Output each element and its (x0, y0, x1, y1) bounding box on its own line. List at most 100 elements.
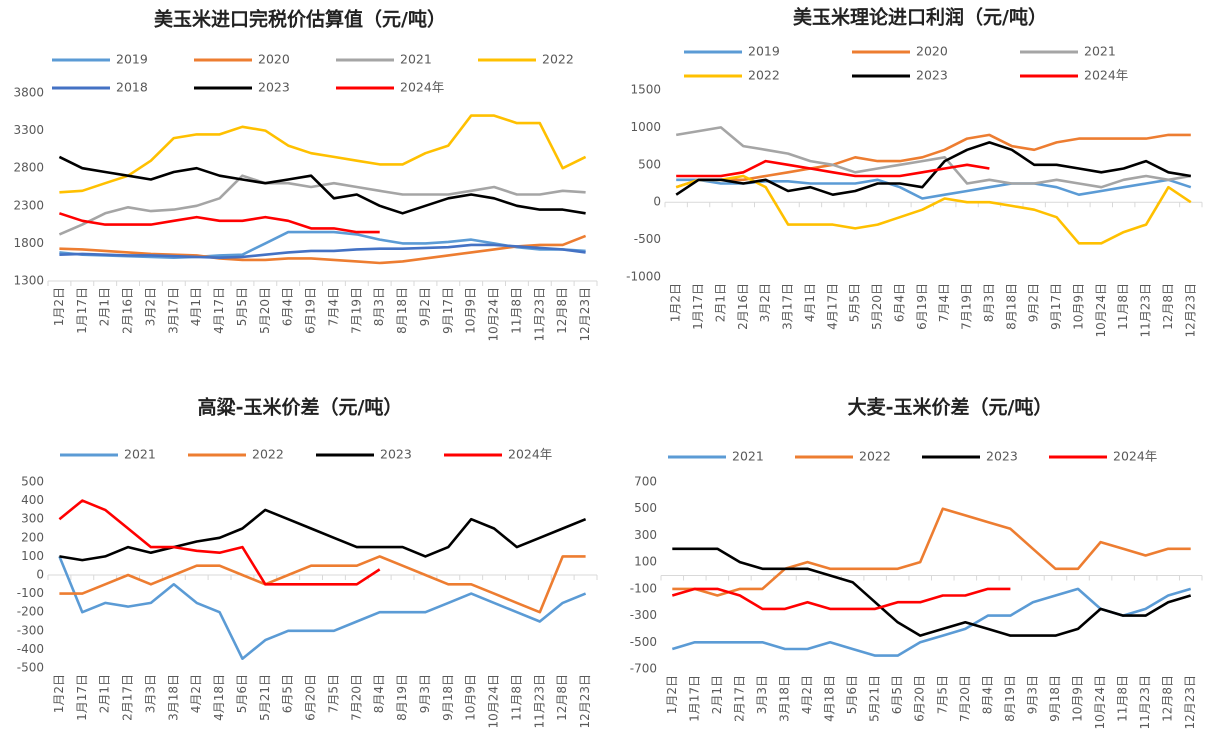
chart-title: 高粱-玉米价差（元/吨） (198, 396, 403, 419)
x-tick-label: 12月8日 (555, 674, 569, 721)
series-line (59, 114, 587, 194)
y-tick-label: 0 (36, 568, 44, 582)
x-tick-label: 10月9日 (1071, 675, 1085, 722)
x-tick-label: 7月4日 (937, 283, 951, 322)
series-line (58, 212, 380, 234)
x-tick-label: 9月17日 (441, 287, 455, 334)
x-tick-label: 3月17日 (166, 287, 180, 334)
series-line (675, 126, 1192, 189)
x-tick-label: 3月18日 (777, 675, 791, 722)
legend-label: 2023 (916, 68, 948, 83)
x-tick-label: 1月17日 (75, 674, 89, 721)
x-tick-label: 10月9日 (464, 674, 478, 721)
chart-panel: 美玉米理论进口利润（元/吨） -1000 -500 0 500 1000 1500 1月2日 1… (626, 6, 1203, 338)
series-line (59, 243, 586, 259)
x-tick-label: 1月2日 (665, 675, 679, 714)
series-line (59, 555, 586, 614)
x-tick-label: 3月17日 (781, 283, 795, 330)
y-tick-label: 400 (21, 493, 44, 507)
x-tick-label: 7月5日 (935, 675, 949, 714)
y-tick-label: -1000 (626, 270, 661, 284)
x-tick-label: 8月3日 (372, 287, 386, 326)
y-tick-label: 1300 (13, 274, 44, 288)
y-tick-label: -500 (630, 635, 657, 649)
x-tick-label: 5月20日 (258, 287, 272, 334)
y-tick-label: 100 (21, 549, 44, 563)
chart-title: 大麦-玉米价差（元/吨） (848, 396, 1053, 419)
x-tick-label: 8月4日 (372, 674, 386, 713)
x-tick-label: 2月16日 (736, 283, 750, 330)
legend-label: 2023 (380, 447, 412, 462)
legend-label: 2018 (116, 80, 148, 95)
x-tick-label: 12月23日 (578, 674, 592, 729)
x-tick-label: 2月16日 (121, 287, 135, 334)
x-tick-label: 2月1日 (710, 675, 724, 714)
x-tick-label: 6月4日 (281, 287, 295, 326)
x-tick-label: 2月1日 (713, 283, 727, 322)
legend-label: 2024年 (1113, 449, 1157, 464)
x-tick-label: 11月23日 (532, 287, 546, 342)
y-tick-label: 300 (634, 528, 657, 542)
x-tick-label: 7月20日 (958, 675, 972, 722)
legend-label: 2021 (400, 52, 432, 67)
x-tick-label: 4月1日 (189, 287, 203, 326)
x-tick-label: 1月17日 (75, 287, 89, 334)
x-tick-label: 4月18日 (212, 674, 226, 721)
x-tick-label: 7月19日 (960, 283, 974, 330)
y-tick-label: 1800 (13, 236, 44, 250)
y-tick-label: -400 (17, 642, 44, 656)
x-tick-label: 4月2日 (800, 675, 814, 714)
x-tick-label: 9月3日 (418, 674, 432, 713)
legend-label: 2022 (252, 447, 284, 462)
x-tick-label: 5月21日 (258, 674, 272, 721)
y-tick-label: -700 (630, 662, 657, 676)
y-tick-label: 3300 (13, 123, 44, 137)
legend-label: 2020 (916, 44, 948, 59)
y-tick-label: 300 (21, 512, 44, 526)
x-tick-label: 2月1日 (98, 674, 112, 713)
x-tick-label: 10月24日 (487, 674, 501, 729)
x-tick-label: 9月2日 (1027, 283, 1041, 322)
x-tick-label: 10月24日 (1093, 675, 1107, 730)
series-line (59, 234, 587, 265)
x-tick-label: 3月2日 (758, 283, 772, 322)
x-tick-label: 7月19日 (349, 287, 363, 334)
legend-label: 2020 (258, 52, 290, 67)
y-tick-label: 3800 (13, 86, 44, 100)
series-line (675, 141, 1192, 196)
y-tick-label: 200 (21, 530, 44, 544)
x-tick-label: 11月8日 (1116, 283, 1130, 330)
x-tick-label: 12月8日 (1161, 675, 1175, 722)
x-tick-label: 5月6日 (235, 674, 249, 713)
x-tick-label: 7月5日 (326, 674, 340, 713)
x-tick-label: 8月18日 (395, 287, 409, 334)
chart-panel: 高粱-玉米价差（元/吨） -500 -400 -300 -200 -100 0 100 200 3… (17, 396, 598, 729)
legend-label: 2022 (859, 449, 891, 464)
x-tick-label: 12月23日 (1183, 283, 1197, 338)
series-line (675, 174, 1192, 245)
chart-panel: 美玉米进口完税价估算值（元/吨） 1300 1800 2300 2800 3300 3800… (13, 8, 598, 342)
y-tick-label: 2300 (13, 198, 44, 212)
x-tick-label: 5月5日 (848, 283, 862, 322)
x-tick-label: 4月1日 (803, 283, 817, 322)
x-tick-label: 6月19日 (304, 287, 318, 334)
x-tick-label: 8月19日 (395, 674, 409, 721)
x-tick-label: 6月5日 (281, 674, 295, 713)
y-tick-label: 500 (638, 157, 661, 171)
legend-label: 2024年 (400, 80, 444, 95)
x-tick-label: 12月8日 (555, 287, 569, 334)
x-tick-label: 8月4日 (980, 675, 994, 714)
y-tick-label: 1000 (630, 120, 661, 134)
series-line (58, 499, 381, 586)
x-tick-label: 11月8日 (1116, 675, 1130, 722)
y-tick-label: -100 (630, 581, 657, 595)
x-tick-label: 7月4日 (326, 287, 340, 326)
y-tick-label: 0 (653, 195, 661, 209)
x-tick-label: 11月8日 (509, 287, 523, 334)
legend-label: 2024年 (508, 447, 552, 462)
x-tick-label: 12月8日 (1161, 283, 1175, 330)
y-tick-label: 1500 (630, 83, 661, 97)
x-tick-label: 9月3日 (1025, 675, 1039, 714)
x-tick-label: 7月20日 (349, 674, 363, 721)
x-tick-label: 3月2日 (143, 287, 157, 326)
